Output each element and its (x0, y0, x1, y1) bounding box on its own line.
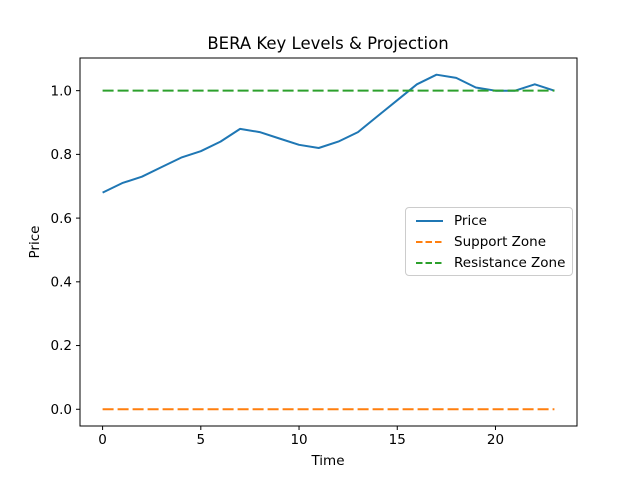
support-zone-line-swatch (416, 240, 443, 243)
x-axis-label: Time (310, 453, 344, 469)
x-tick-label: 15 (389, 432, 406, 448)
y-tick-label: 0.4 (51, 275, 72, 291)
x-tick-label: 20 (487, 432, 504, 448)
y-tick-label: 0.0 (51, 402, 72, 418)
x-tick-label: 0 (98, 432, 107, 448)
legend-label-resistance-zone: Resistance Zone (454, 254, 566, 271)
axes-spines (79, 57, 578, 427)
legend-item-resistance-zone: Resistance Zone (414, 252, 566, 273)
legend-item-price: Price (414, 210, 564, 231)
y-axis-label: Price (27, 226, 43, 259)
legend-item-support-zone: Support Zone (414, 231, 564, 252)
chart-title: BERA Key Levels & Projection (207, 34, 448, 53)
legend-label-support-zone: Support Zone (454, 233, 547, 250)
price-line (102, 73, 555, 194)
x-tick-label: 5 (197, 432, 206, 448)
y-tick-label: 0.6 (51, 211, 72, 227)
x-tick-label: 10 (290, 432, 307, 448)
y-tick-label: 0.8 (51, 147, 72, 163)
axes-group (76, 57, 578, 430)
series-group (102, 73, 555, 411)
resistance-zone-line-swatch (416, 261, 443, 264)
legend-label-price: Price (454, 212, 487, 229)
price-line-swatch (416, 219, 443, 222)
y-tick-label: 1.0 (51, 83, 72, 99)
y-tick-label: 0.2 (51, 338, 72, 354)
tick-labels-group: 0 5 10 15 20 0.0 0.2 0.4 0.6 0.8 1.0 (51, 83, 505, 448)
legend: Price Support Zone Resistance Zone (405, 207, 573, 276)
